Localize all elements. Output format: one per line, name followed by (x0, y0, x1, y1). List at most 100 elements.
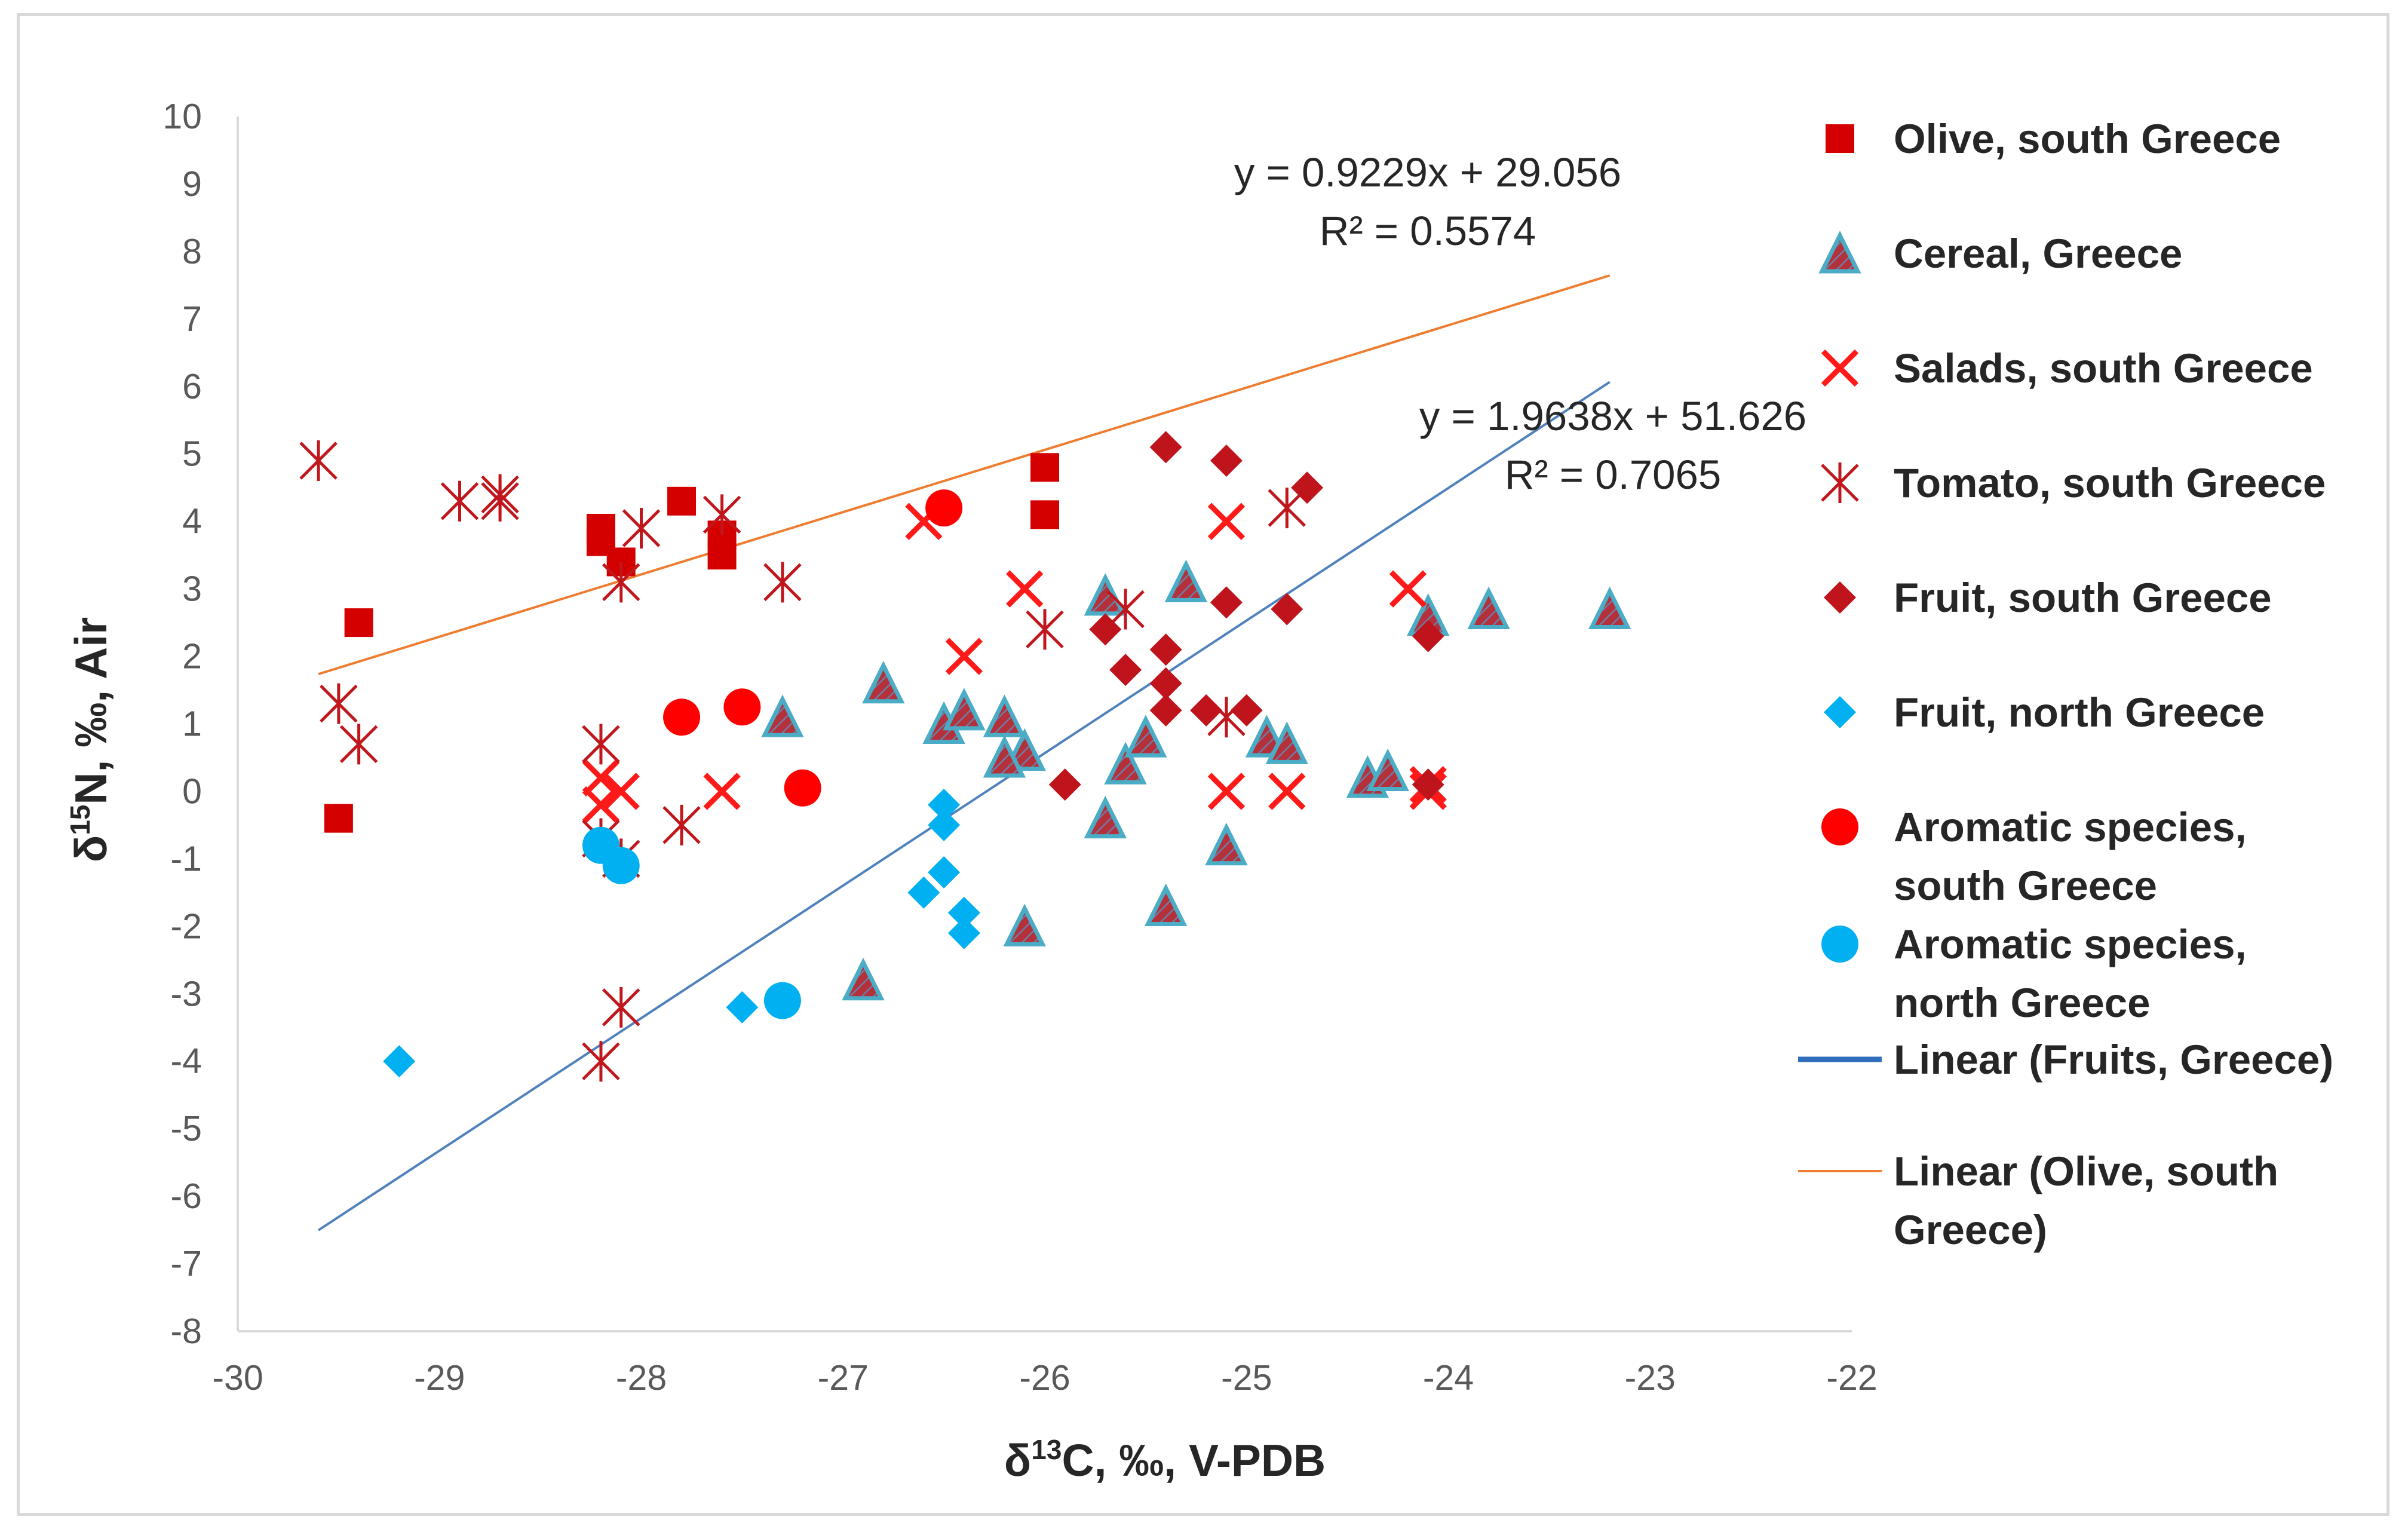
data-point-cereal-greece (1084, 795, 1127, 839)
x-tick-label: -23 (1625, 1358, 1676, 1398)
y-tick-label: -1 (171, 839, 202, 878)
data-point-tomato-south-greece (622, 507, 661, 549)
y-tick-label: 7 (182, 299, 202, 339)
data-point-cereal-greece (842, 957, 885, 1001)
data-point-salads-south-greece (1268, 773, 1306, 810)
y-tick-label: 5 (182, 434, 202, 474)
data-point-olive-south-greece (344, 608, 373, 638)
data-point-aromatic-species-south-greece (723, 688, 761, 726)
data-point-olive-south-greece (667, 486, 697, 516)
data-point-salads-south-greece (1006, 570, 1044, 608)
y-tick-label: 6 (182, 367, 202, 406)
y-tick-label: 0 (182, 771, 202, 811)
legend-circle-icon (1821, 926, 1858, 963)
x-tick-label: -28 (616, 1358, 667, 1398)
y-tick-label: -3 (171, 974, 202, 1013)
data-point-salads-south-greece (602, 773, 640, 810)
legend-label: Salads, south Greece (1894, 345, 2313, 391)
data-point-fruit-south-greece (1412, 620, 1444, 652)
data-point-tomato-south-greece (602, 562, 640, 603)
data-point-fruit-north-greece (928, 808, 961, 841)
legend-x-icon (1821, 349, 1859, 387)
legend-label: south Greece (1894, 863, 2157, 909)
legend-label: Aromatic species, (1894, 921, 2247, 967)
y-tick-label: -8 (171, 1312, 202, 1351)
series-tomato-south-greece (299, 440, 1306, 1082)
legend-label: Linear (Olive, south (1894, 1148, 2278, 1194)
data-points (299, 431, 1631, 1082)
series-fruit-north-greece (383, 789, 980, 1078)
data-point-salads-south-greece (1207, 503, 1246, 540)
data-point-fruit-south-greece (1089, 613, 1122, 646)
y-tick-label: -5 (171, 1109, 202, 1148)
data-point-cereal-greece (1205, 822, 1248, 866)
data-point-salads-south-greece (703, 773, 741, 810)
data-point-fruit-north-greece (928, 856, 961, 888)
data-point-fruit-south-greece (1149, 431, 1182, 464)
y-tick-label: 3 (182, 569, 202, 609)
olive-trend-r2: R² = 0.5574 (1320, 208, 1536, 254)
y-tick-label: 2 (182, 637, 202, 676)
data-point-tomato-south-greece (582, 1041, 620, 1082)
trendline-equations: y = 0.9229x + 29.056 R² = 0.5574 y = 1.9… (1234, 149, 1806, 498)
data-point-olive-south-greece (324, 804, 353, 833)
data-point-tomato-south-greece (1026, 609, 1064, 650)
data-point-fruit-south-greece (1048, 768, 1081, 801)
x-tick-label: -27 (818, 1358, 869, 1398)
series-cereal-greece (761, 559, 1631, 1001)
data-point-cereal-greece (1144, 883, 1188, 926)
data-point-fruit-north-greece (947, 896, 980, 929)
legend-item: Salads, south Greece (1821, 345, 2313, 391)
data-point-cereal-greece (1104, 742, 1147, 785)
data-point-tomato-south-greece (703, 494, 741, 535)
legend-label: Greece) (1894, 1207, 2047, 1253)
data-point-salads-south-greece (1389, 570, 1427, 608)
legend-item: Olive, south Greece (1826, 116, 2281, 162)
series-aromatic-species-north-greece (582, 826, 801, 1019)
data-point-olive-south-greece (1030, 453, 1059, 482)
y-tick-label: -7 (171, 1244, 202, 1283)
trendlines (318, 274, 1611, 1231)
data-point-aromatic-species-south-greece (925, 489, 963, 527)
data-point-cereal-greece (1467, 586, 1510, 629)
olive-trend-equation: y = 0.9229x + 29.056 (1234, 149, 1621, 195)
data-point-fruit-south-greece (1271, 593, 1303, 626)
legend-diamond-icon (1824, 696, 1856, 728)
legend-item: Fruit, north Greece (1824, 690, 2265, 736)
data-point-cereal-greece (983, 735, 1026, 778)
legend-label: Tomato, south Greece (1894, 460, 2326, 506)
chart-frame (17, 13, 2389, 1516)
data-point-cereal-greece (862, 660, 905, 704)
x-tick-label: -24 (1423, 1358, 1474, 1398)
y-tick-label: 8 (182, 232, 202, 271)
data-point-cereal-greece (1588, 586, 1631, 629)
legend-asterisk-icon (1821, 462, 1859, 503)
legend-item: Linear (Fruits, Greece) (1798, 1037, 2333, 1083)
data-point-fruit-south-greece (1230, 694, 1263, 727)
data-point-tomato-south-greece (320, 683, 358, 724)
y-axis-title: δ15N, ‰, Air (65, 617, 116, 863)
data-point-fruit-south-greece (1149, 633, 1182, 666)
fruit-trend-r2: R² = 0.7065 (1505, 452, 1722, 498)
data-point-tomato-south-greece (602, 986, 640, 1028)
data-point-salads-south-greece (945, 638, 983, 675)
x-tick-label: -29 (414, 1358, 465, 1398)
data-point-salads-south-greece (582, 759, 620, 797)
legend-label: Fruit, south Greece (1894, 575, 2272, 621)
legend-item: Cereal, Greece (1818, 231, 2182, 277)
data-point-fruit-north-greece (947, 917, 980, 949)
data-point-aromatic-species-south-greece (663, 698, 701, 736)
data-point-cereal-greece (1265, 721, 1308, 764)
y-tick-label: 9 (182, 164, 202, 204)
x-axis-ticks: -30 -29 -28 -27 -26 -25 -24 -23 -22 (212, 1358, 1877, 1398)
legend-label: Olive, south Greece (1894, 116, 2281, 162)
data-point-aromatic-species-north-greece (763, 982, 801, 1019)
series-salads-south-greece (582, 503, 1447, 824)
x-tick-label: -30 (212, 1358, 263, 1398)
data-point-cereal-greece (1124, 715, 1167, 758)
legend-square-icon (1826, 124, 1854, 153)
data-point-fruit-south-greece (1291, 471, 1324, 504)
data-point-salads-south-greece (1207, 773, 1246, 810)
